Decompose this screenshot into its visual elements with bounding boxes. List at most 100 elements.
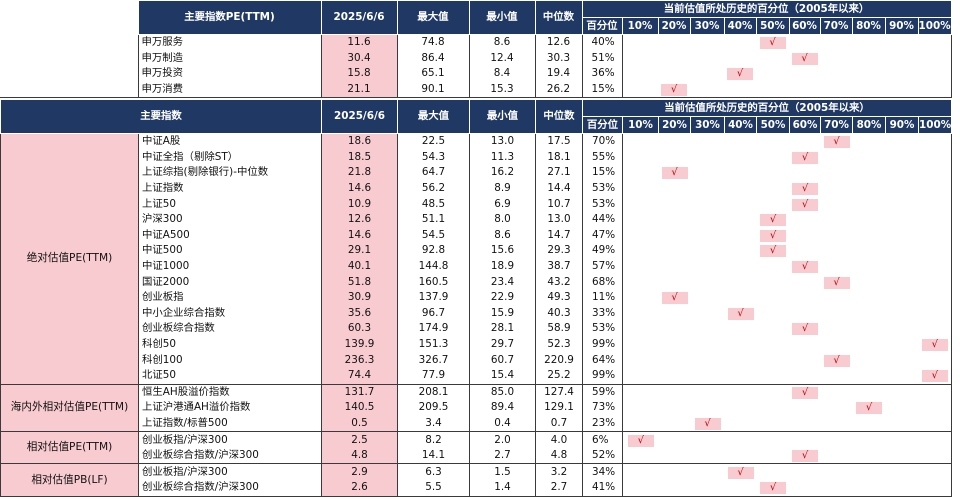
percentile-bin-cell — [623, 306, 659, 322]
check-mark-icon: √ — [921, 339, 948, 352]
percentile-bin-cell — [852, 81, 885, 99]
table-row: 中证500 29.1 92.8 15.6 29.3 49% √ — [1, 243, 953, 259]
table-row: 创业板指 30.9 137.9 22.9 49.3 11% √ — [1, 289, 953, 306]
percentile-bin-cell — [821, 306, 853, 322]
index-name-cell: 中小企业综合指数 — [138, 305, 322, 322]
percentile-cell: 55% — [582, 149, 623, 166]
percentile-bin-cell — [853, 448, 886, 464]
percentile-bin-cell — [821, 368, 853, 384]
percentile-cell: 44% — [582, 211, 623, 228]
max-value-cell: 54.5 — [397, 227, 470, 244]
percentile-bin-cell — [885, 463, 919, 481]
current-value-cell: 51.8 — [321, 274, 398, 290]
min-value-cell: 23.4 — [469, 274, 536, 290]
percentile-bin-cell — [659, 243, 691, 259]
median-value-cell: 12.6 — [535, 34, 583, 51]
percentile-bin-cell: √ — [790, 448, 821, 464]
header-history-title: 当前估值所处历史的百分位（2005年以来） — [581, 99, 953, 117]
row-spacer — [0, 66, 138, 82]
percentile-bin-cell — [691, 448, 725, 464]
percentile-bin-cell — [853, 243, 886, 259]
max-value-cell: 208.1 — [397, 383, 470, 401]
percentile-bin-cell — [757, 448, 790, 464]
percentile-bin-cell — [885, 431, 919, 448]
percentile-bin-cell — [659, 337, 691, 353]
percentile-cell: 15% — [582, 81, 623, 99]
index-name-cell: 中证A股 — [138, 132, 322, 150]
percentile-bin-cell — [821, 400, 853, 416]
check-mark-icon: √ — [661, 292, 688, 305]
percentile-bin-cell — [691, 306, 725, 322]
check-mark-icon: √ — [661, 84, 687, 97]
table-row: 申万服务 11.6 74.8 8.6 12.6 40% √ — [0, 34, 952, 51]
percentile-bin-cell — [623, 416, 659, 432]
percentile-bin-cell — [821, 321, 853, 337]
percentile-bin-cell — [725, 274, 757, 290]
percentile-bin-cell — [853, 196, 886, 212]
index-name-cell: 上证沪港通AH溢价指数 — [138, 400, 322, 416]
percentile-bin-cell — [853, 228, 886, 244]
current-value-cell: 15.8 — [321, 66, 398, 82]
max-value-cell: 65.1 — [397, 66, 470, 82]
current-value-cell: 14.6 — [321, 180, 398, 197]
percentile-bin-cell: √ — [691, 416, 725, 432]
percentile-bin-cell — [789, 35, 820, 51]
percentile-bin-cell — [691, 321, 725, 337]
index-name-cell: 创业板综合指数 — [138, 321, 322, 337]
header-bin: 50% — [755, 17, 790, 35]
percentile-bin-cell — [886, 290, 919, 306]
percentile-bin-cell — [757, 416, 790, 432]
median-value-cell: 25.2 — [535, 367, 583, 384]
percentile-bin-cell — [725, 243, 757, 259]
percentile-bin-cell — [659, 259, 691, 275]
percentile-bin-cell — [724, 132, 757, 150]
percentile-bin-cell — [886, 306, 919, 322]
table-row: 创业板综合指数/沪深300 2.6 5.5 1.4 2.7 41% √ — [1, 480, 953, 497]
index-name-cell: 中证全指（剔除ST） — [138, 149, 322, 166]
percentile-bin-cell — [623, 243, 659, 259]
median-value-cell: 3.2 — [535, 463, 583, 481]
index-name-cell: 创业板指 — [138, 289, 322, 306]
percentile-bin-cell — [725, 165, 757, 181]
percentile-bin-cell — [918, 180, 953, 197]
index-name-cell: 上证指数/标普500 — [138, 415, 322, 432]
percentile-bin-cell: √ — [918, 336, 953, 353]
percentile-bin-cell — [886, 228, 919, 244]
percentile-bin-cell — [691, 165, 725, 181]
percentile-bin-cell — [725, 212, 757, 228]
percentile-bin-cell — [659, 228, 691, 244]
sector-pe-table: 主要指数PE(TTM) 2025/6/6 最大值 最小值 中位数 当前估值所处历… — [0, 0, 952, 99]
header-bin: 40% — [723, 17, 757, 35]
percentile-bin-cell — [886, 274, 919, 290]
percentile-bin-cell — [690, 66, 724, 82]
percentile-bin-cell: √ — [790, 196, 821, 212]
percentile-bin-cell — [885, 480, 919, 497]
header-bin: 70% — [819, 17, 853, 35]
median-value-cell: 38.7 — [535, 258, 583, 275]
percentile-bin-cell — [853, 212, 886, 228]
percentile-cell: 57% — [582, 258, 623, 275]
max-value-cell: 90.1 — [397, 81, 470, 99]
check-mark-icon: √ — [792, 386, 818, 399]
index-name-cell: 创业板综合指数/沪深300 — [138, 447, 322, 464]
percentile-bin-cell — [623, 321, 659, 337]
percentile-bin-cell — [658, 480, 691, 497]
min-value-cell: 1.4 — [469, 480, 536, 497]
header-percentile: 百分位 — [581, 17, 623, 35]
percentile-bin-cell — [918, 227, 953, 244]
max-value-cell: 209.5 — [397, 400, 470, 416]
percentile-bin-cell — [691, 259, 725, 275]
percentile-bin-cell — [757, 181, 790, 197]
percentile-bin-cell — [659, 306, 691, 322]
percentile-bin-cell — [820, 480, 853, 497]
percentile-bin-cell — [659, 368, 691, 384]
percentile-bin-cell — [691, 290, 725, 306]
percentile-bin-cell — [918, 149, 953, 166]
percentile-bin-cell — [756, 51, 789, 67]
percentile-bin-cell — [886, 321, 919, 337]
percentile-bin-cell — [623, 290, 659, 306]
current-value-cell: 12.6 — [321, 211, 398, 228]
check-mark-icon: √ — [627, 434, 654, 447]
min-value-cell: 15.9 — [469, 305, 536, 322]
percentile-bin-cell — [724, 431, 757, 448]
